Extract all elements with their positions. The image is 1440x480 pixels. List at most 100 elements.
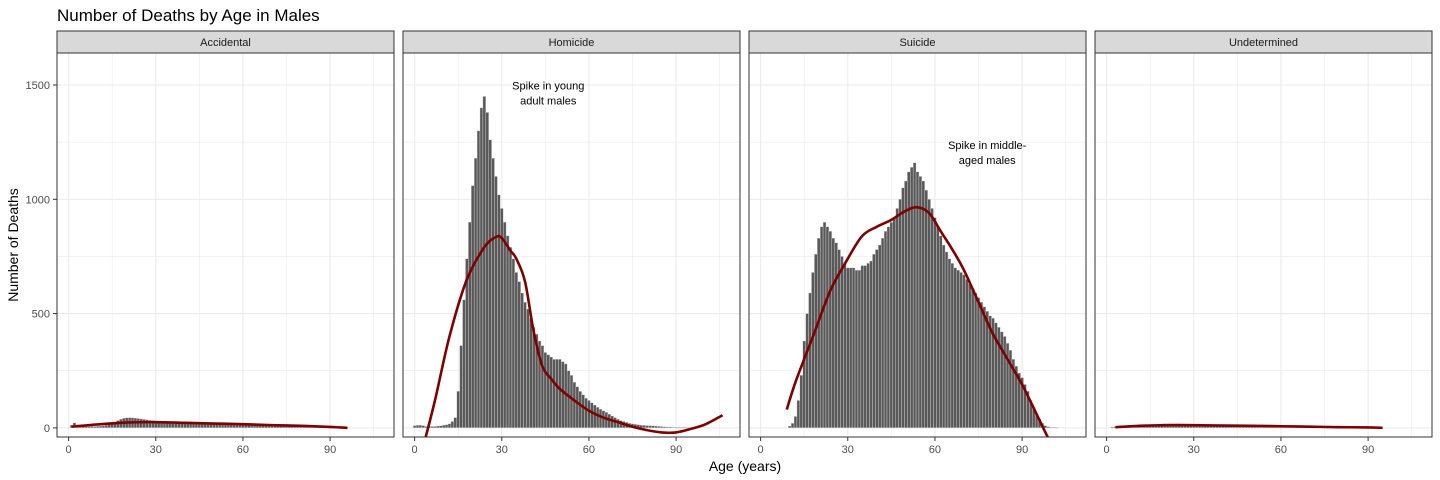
- histogram-bar: [796, 400, 801, 429]
- histogram-bar: [566, 370, 571, 429]
- histogram-bar: [904, 180, 908, 429]
- histogram-bar: [962, 274, 966, 429]
- histogram-bar: [898, 199, 902, 429]
- histogram-bar: [488, 139, 492, 429]
- histogram-bars: [788, 162, 1059, 429]
- histogram-bar: [863, 265, 867, 429]
- histogram-bar: [941, 244, 946, 429]
- histogram-bar: [933, 217, 937, 429]
- histogram-bar: [1003, 336, 1007, 429]
- histogram-bar: [982, 306, 986, 429]
- histogram-bar: [790, 423, 795, 429]
- histogram-bar: [851, 267, 856, 429]
- histogram-bar: [529, 317, 533, 429]
- histogram-bar: [90, 426, 94, 429]
- histogram-bar: [976, 297, 981, 429]
- histogram-bar: [1046, 426, 1050, 429]
- histogram-bar: [924, 189, 928, 429]
- x-tick-label: 90: [1016, 444, 1028, 456]
- smooth-trend-line: [1115, 423, 1383, 430]
- y-tick-label: 0: [44, 423, 50, 435]
- histogram-bar: [595, 407, 600, 429]
- x-tick-label: 30: [842, 444, 854, 456]
- x-tick-label: 30: [1188, 444, 1200, 456]
- histogram-bar: [915, 171, 920, 429]
- histogram-bar: [584, 397, 588, 429]
- y-axis-title: Number of Deaths: [5, 188, 21, 302]
- histogram-bar: [662, 426, 667, 429]
- histogram-bar: [485, 112, 489, 429]
- histogram-bar: [459, 345, 463, 429]
- histogram-bar: [590, 402, 594, 429]
- histogram-bar: [965, 279, 969, 429]
- annotation-text: adult males: [520, 96, 577, 108]
- histogram-bar: [677, 427, 681, 429]
- x-tick-label: 60: [237, 444, 249, 456]
- histogram-bar: [912, 162, 917, 429]
- histogram-bar: [843, 263, 847, 429]
- histogram-bar: [497, 194, 501, 429]
- histogram-bar: [817, 237, 821, 429]
- histogram-bar: [561, 361, 565, 429]
- smooth-trend-line: [424, 234, 724, 437]
- histogram-bar: [471, 185, 475, 429]
- histogram-bar: [581, 394, 585, 429]
- histogram-bar: [968, 283, 972, 429]
- histogram-bar: [936, 226, 940, 429]
- histogram-bar: [822, 221, 827, 429]
- histogram-bar: [98, 425, 103, 429]
- panel-background: [57, 53, 394, 437]
- histogram-bar: [872, 253, 876, 429]
- histogram-bar: [831, 237, 835, 429]
- histogram-bar: [930, 208, 934, 429]
- histogram-bar: [1049, 426, 1053, 429]
- histogram-bar: [418, 424, 423, 429]
- histogram-bar: [575, 386, 579, 429]
- histogram-bar: [101, 425, 106, 429]
- y-tick-label: 1500: [26, 80, 50, 92]
- facet-strip-label: Suicide: [899, 37, 935, 49]
- histogram-bar: [939, 235, 943, 429]
- histogram-bar: [517, 281, 521, 429]
- histogram-bar: [828, 231, 832, 429]
- histogram-bar: [84, 426, 88, 429]
- histogram-bar: [494, 176, 498, 429]
- histogram-bar: [473, 157, 478, 429]
- histogram-bar: [93, 426, 97, 429]
- histogram-bar: [87, 426, 91, 429]
- histogram-bar: [788, 425, 792, 429]
- histogram-bar: [869, 260, 873, 429]
- histogram-bar: [552, 359, 556, 429]
- facet-panel-undetermined: Undetermined 0 30 60 90: [1094, 30, 1433, 456]
- annotation-text: Spike in middle-: [948, 140, 1027, 152]
- histogram-bar: [659, 426, 664, 429]
- histogram-bar: [944, 251, 949, 429]
- histogram-bar: [593, 404, 597, 429]
- histogram-bar: [799, 375, 803, 429]
- histogram-bar: [462, 299, 466, 429]
- histogram-bar: [421, 425, 425, 429]
- histogram-bar: [665, 426, 670, 429]
- histogram-bar: [680, 427, 684, 429]
- histogram-bar: [450, 421, 455, 429]
- x-tick-label: 30: [150, 444, 162, 456]
- histogram-bar: [104, 424, 109, 429]
- histogram-bar: [142, 419, 146, 429]
- histogram-bar: [849, 267, 853, 429]
- histogram-bar: [819, 226, 824, 429]
- histogram-bar: [569, 375, 574, 429]
- facet-panel-accidental: Accidental 0 30 60 90: [56, 30, 395, 456]
- histogram-bar: [892, 217, 896, 429]
- histogram-bar: [442, 424, 446, 429]
- histogram-bar: [514, 272, 518, 429]
- histogram-bar: [854, 269, 859, 429]
- facet-strip-label: Homicide: [549, 37, 595, 49]
- histogram-bar: [860, 265, 864, 429]
- y-tick-label: 500: [32, 309, 50, 321]
- smooth-trend-line: [785, 205, 1050, 437]
- histogram-bar: [436, 425, 440, 429]
- histogram-bar: [793, 416, 798, 429]
- histogram-bar: [880, 237, 885, 429]
- histogram-bar: [927, 199, 931, 429]
